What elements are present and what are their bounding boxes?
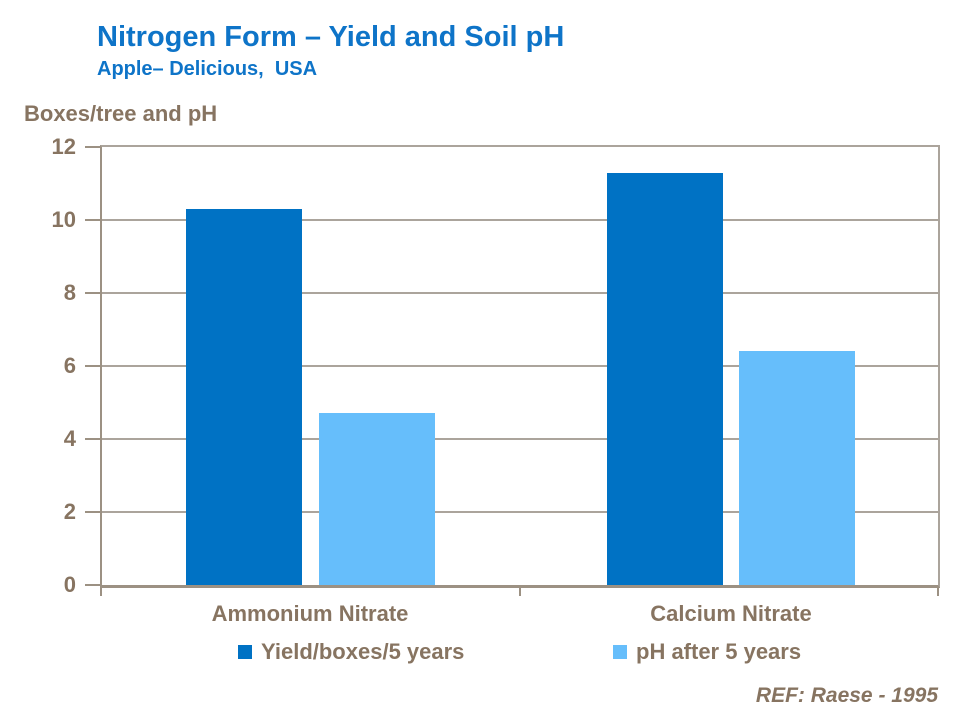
gridline-2 (102, 511, 938, 513)
gridline-6 (102, 365, 938, 367)
legend-label-yield: Yield/boxes/5 years (261, 639, 465, 664)
chart-subtitle: Apple– Delicious, USA (97, 58, 318, 80)
category-label-ammonium-nitrate: Ammonium Nitrate (211, 601, 409, 626)
reference-text: REF: Raese - 1995 (755, 684, 938, 707)
y-axis-label-10: 10 (51, 207, 76, 232)
y-axis-tick-0 (85, 584, 100, 586)
legend-item-yield: Yield/boxes/5 years (238, 640, 464, 664)
y-axis-tick-8 (85, 292, 100, 294)
y-axis-label-4: 4 (63, 426, 76, 451)
y-axis-label-8: 8 (63, 280, 76, 305)
x-axis-tick-2 (937, 588, 939, 596)
chart-title: Nitrogen Form – Yield and Soil pH (97, 21, 565, 53)
y-axis-tick-10 (85, 219, 100, 221)
gridline-10 (102, 219, 938, 221)
bar-yield-calcium-nitrate (607, 173, 723, 585)
legend-item-ph: pH after 5 years (613, 640, 801, 664)
y-axis-tick-12 (85, 146, 100, 148)
y-axis-tick-4 (85, 438, 100, 440)
y-axis-label-6: 6 (63, 353, 76, 378)
x-axis-tick-1 (519, 588, 521, 596)
y-axis-tick-6 (85, 365, 100, 367)
category-label-calcium-nitrate: Calcium Nitrate (650, 601, 812, 626)
legend-label-ph: pH after 5 years (636, 639, 802, 664)
gridline-4 (102, 438, 938, 440)
y-axis-title: Boxes/tree and pH (24, 101, 218, 126)
gridline-8 (102, 292, 938, 294)
y-axis-label-2: 2 (63, 499, 76, 524)
y-axis-label-0: 0 (63, 572, 76, 597)
y-axis-tick-2 (85, 511, 100, 513)
bar-ph-after-5-years-calcium-nitrate (739, 351, 855, 585)
plot-area (100, 145, 940, 588)
bar-yield-ammonium-nitrate (186, 209, 302, 585)
bar-ph-after-5-years-ammonium-nitrate (319, 413, 435, 585)
legend-swatch-yield (238, 645, 252, 659)
y-axis-label-12: 12 (51, 134, 76, 159)
x-axis-tick-0 (100, 588, 102, 596)
legend-swatch-ph (613, 645, 627, 659)
